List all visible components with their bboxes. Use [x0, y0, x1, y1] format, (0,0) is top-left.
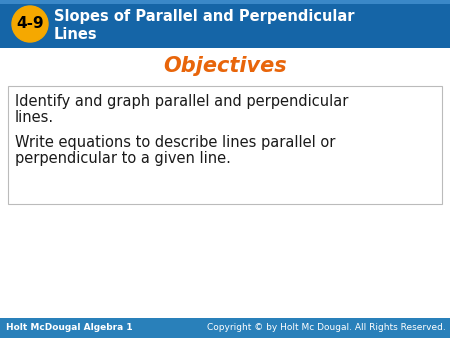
Text: Identify and graph parallel and perpendicular: Identify and graph parallel and perpendi…	[15, 94, 348, 109]
Text: Holt McDougal Algebra 1: Holt McDougal Algebra 1	[6, 323, 133, 333]
Text: lines.: lines.	[15, 110, 54, 125]
Bar	[0, 318, 450, 338]
Text: 4-9: 4-9	[16, 17, 44, 31]
Text: Objectives: Objectives	[163, 56, 287, 76]
Text: Write equations to describe lines parallel or: Write equations to describe lines parall…	[15, 135, 335, 149]
Text: perpendicular to a given line.: perpendicular to a given line.	[15, 151, 231, 166]
Bar	[0, 0, 450, 48]
Text: Copyright © by Holt Mc Dougal. All Rights Reserved.: Copyright © by Holt Mc Dougal. All Right…	[207, 323, 446, 333]
Bar	[0, 48, 450, 318]
Circle shape	[12, 6, 48, 42]
Text: Slopes of Parallel and Perpendicular: Slopes of Parallel and Perpendicular	[54, 9, 355, 24]
Bar	[8, 86, 442, 204]
Text: Lines: Lines	[54, 27, 98, 42]
Bar	[0, 0, 450, 4]
